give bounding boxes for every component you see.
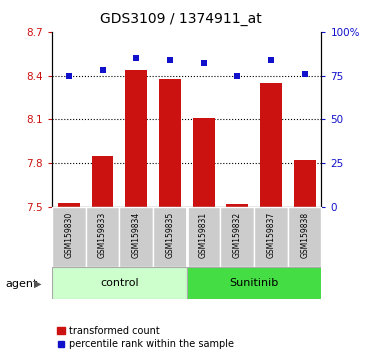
Text: ▶: ▶ (34, 279, 41, 289)
Bar (192, 118, 214, 207)
Bar (288, 207, 321, 267)
Point (66, 73, 72, 79)
Bar (85, 207, 119, 267)
Point (268, 57, 274, 63)
Bar (254, 207, 288, 267)
Point (234, 73, 240, 79)
Text: GSM159834: GSM159834 (132, 212, 141, 258)
Point (167, 57, 173, 63)
Bar (187, 207, 220, 267)
Bar (294, 160, 316, 207)
Text: GSM159835: GSM159835 (166, 212, 174, 258)
Text: agent: agent (6, 279, 38, 289)
Text: GSM159837: GSM159837 (266, 212, 275, 258)
Bar (52, 207, 85, 267)
Bar (125, 70, 147, 207)
Text: GSM159838: GSM159838 (300, 212, 309, 258)
Bar (119, 207, 153, 267)
Point (201, 61, 207, 66)
Text: GDS3109 / 1374911_at: GDS3109 / 1374911_at (100, 12, 262, 27)
Bar (220, 207, 254, 267)
Text: Sunitinib: Sunitinib (229, 278, 279, 288)
Bar (153, 207, 187, 267)
Bar (52, 267, 187, 299)
Text: GSM159830: GSM159830 (64, 212, 73, 258)
Text: GSM159831: GSM159831 (199, 212, 208, 258)
Bar (260, 83, 282, 207)
Point (301, 71, 308, 77)
Bar (58, 203, 80, 207)
Text: control: control (100, 278, 139, 288)
Text: GSM159833: GSM159833 (98, 212, 107, 258)
Bar (187, 267, 321, 299)
Bar (226, 204, 248, 207)
Point (133, 55, 139, 61)
Bar (92, 156, 114, 207)
Legend: transformed count, percentile rank within the sample: transformed count, percentile rank withi… (57, 326, 234, 349)
Bar (159, 79, 181, 207)
Text: GSM159832: GSM159832 (233, 212, 242, 258)
Point (99, 68, 105, 73)
